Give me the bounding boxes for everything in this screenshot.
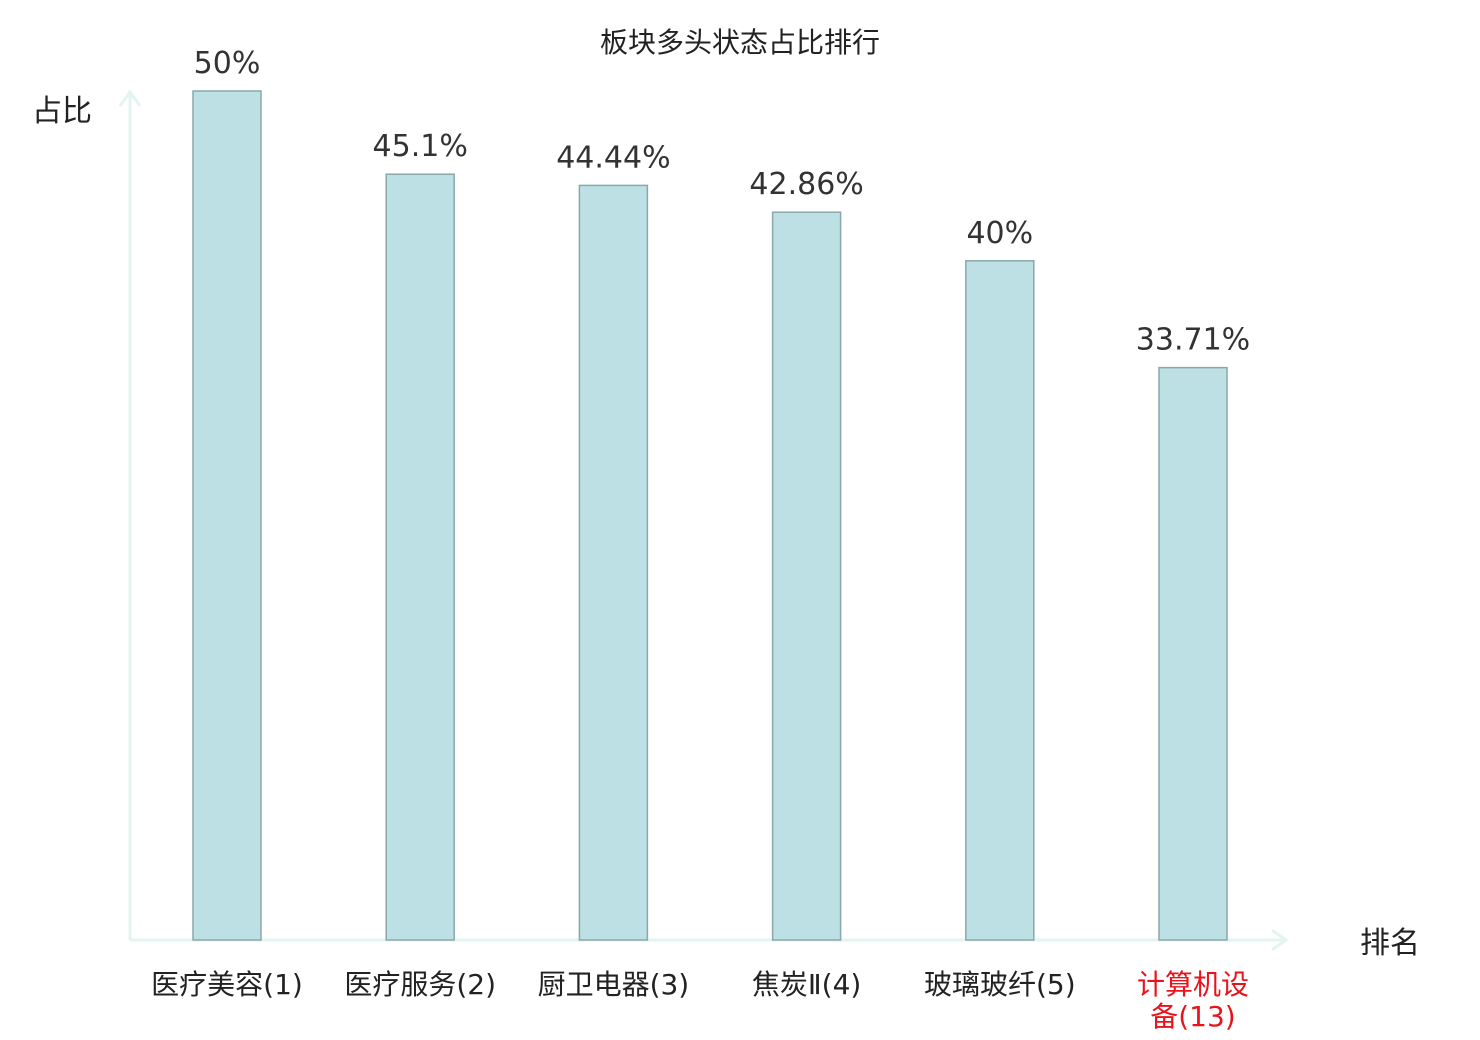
bar-1 (192, 90, 262, 941)
value-label-3: 44.44% (556, 140, 670, 175)
category-label-3: 厨卫电器(3) (538, 968, 690, 1001)
chart-title: 板块多头状态占比排行 (600, 26, 880, 59)
category-labels-group: 医疗美容(1) 医疗服务(2) 厨卫电器(3) 焦炭Ⅱ(4) 玻璃玻纤(5) 计算机设备(… (151, 968, 1249, 1033)
category-label-6: 计算机设备(13) (1137, 968, 1249, 1033)
category-label-5: 玻璃玻纤(5) (924, 968, 1076, 1001)
value-label-5: 40% (966, 216, 1033, 251)
category-label-2: 医疗服务(2) (344, 968, 496, 1001)
bar-6 (1158, 366, 1228, 941)
bar-3 (578, 184, 649, 941)
category-label-4: 焦炭Ⅱ(4) (752, 968, 861, 1001)
bars-group (192, 90, 1228, 941)
value-labels-group: 50% 45.1% 44.44% 42.86% 40% 33.71% (194, 46, 1251, 358)
category-label-1: 医疗美容(1) (151, 968, 303, 1001)
value-label-1: 50% (194, 46, 261, 81)
x-axis-arrow (1271, 928, 1289, 952)
value-label-2: 45.1% (373, 129, 468, 164)
x-axis-title: 排名 (1360, 926, 1420, 961)
y-axis-title: 占比 (32, 94, 92, 129)
bar-2 (385, 173, 455, 941)
value-label-6: 33.71% (1136, 323, 1250, 358)
bar-4 (771, 211, 842, 941)
bar-5 (965, 260, 1035, 941)
y-axis-arrow (118, 89, 142, 107)
value-label-4: 42.86% (749, 167, 863, 202)
